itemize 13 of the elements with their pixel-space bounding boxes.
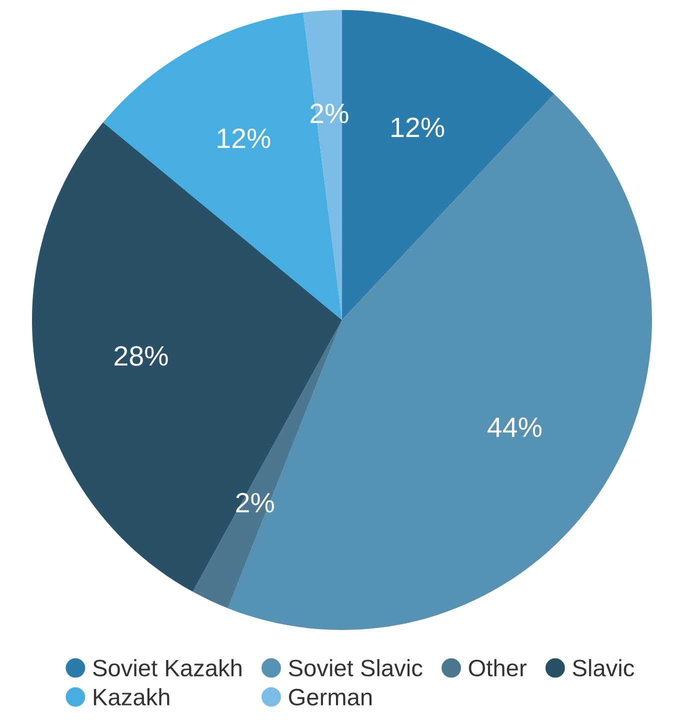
data-label: 28% <box>114 346 168 366</box>
legend-label: Slavic <box>572 659 634 676</box>
legend-label: Other <box>468 659 526 676</box>
data-label: 2% <box>236 492 274 512</box>
legend-label: German <box>288 688 372 706</box>
legend-label: Kazakh <box>94 688 170 706</box>
pie-slice <box>32 122 342 592</box>
legend-label: Soviet Kazakh <box>93 659 242 676</box>
data-label: 12% <box>218 128 270 148</box>
legend-label: Soviet Slavic <box>288 659 422 676</box>
data-label: 12% <box>392 118 444 138</box>
data-label: 44% <box>488 418 542 437</box>
pie-slice <box>192 320 342 608</box>
